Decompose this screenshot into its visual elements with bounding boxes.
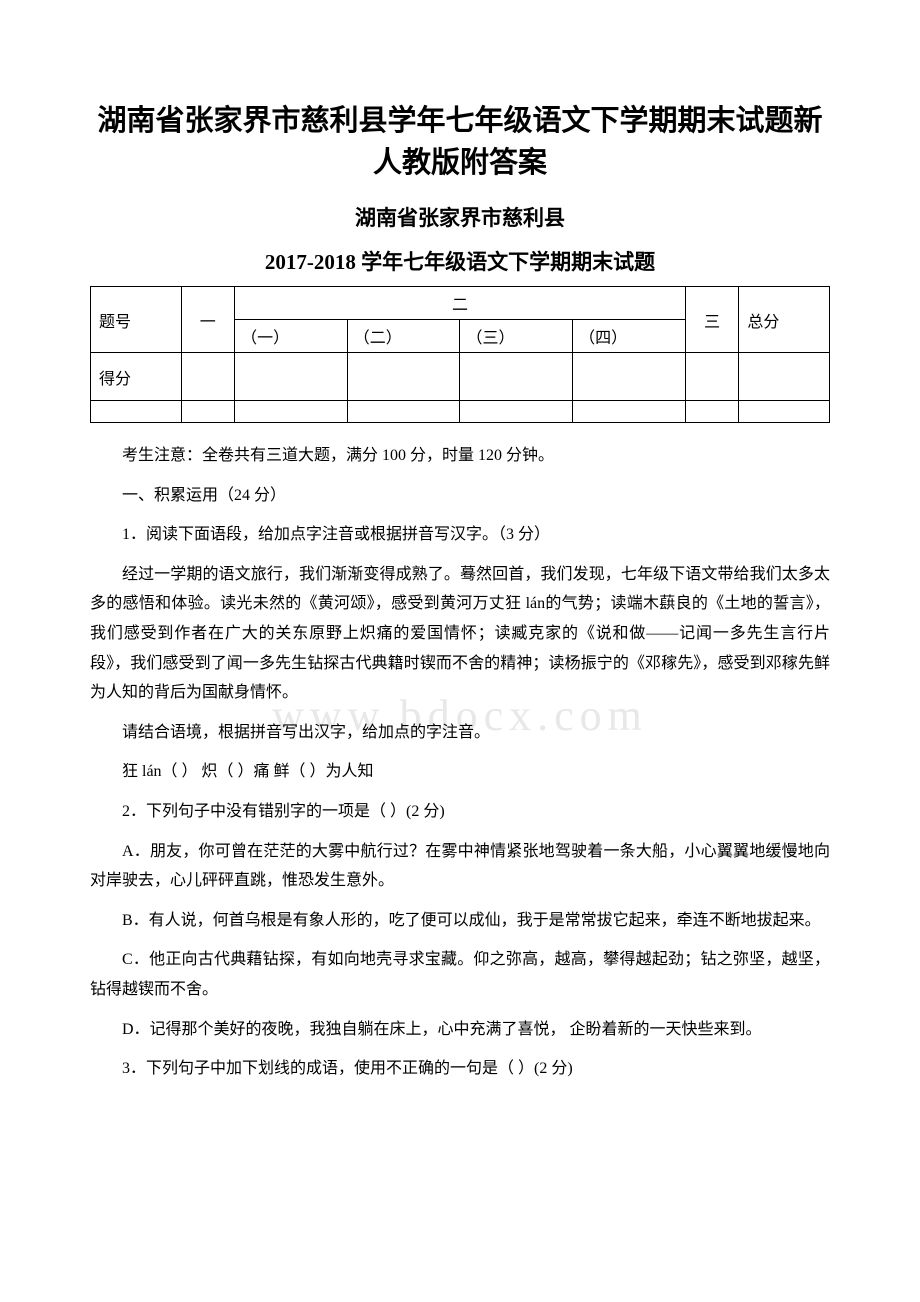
score-cell: [685, 353, 739, 401]
score-table: 题号 一 二 三 总分 （一） （二） （三） （四） 得分: [90, 286, 830, 423]
q2-header: 2．下列句子中没有错别字的一项是（ ）(2 分): [90, 797, 830, 827]
blank-cell: [235, 401, 348, 423]
q2-option-c: C．他正向古代典藉钻探，有如向地壳寻求宝藏。仰之弥高，越高，攀得越起劲；钻之弥坚…: [90, 945, 830, 1004]
blank-cell: [460, 401, 573, 423]
q2-option-a: A．朋友，你可曾在茫茫的大雾中航行过？在雾中神情紧张地驾驶着一条大船，小心翼翼地…: [90, 837, 830, 896]
q3-header: 3．下列句子中加下划线的成语，使用不正确的一句是（ ）(2 分): [90, 1054, 830, 1084]
q2-option-d: D．记得那个美好的夜晚，我独自躺在床上，心中充满了喜悦， 企盼着新的一天快些来到…: [90, 1015, 830, 1045]
score-cell: [347, 353, 460, 401]
blank-cell: [347, 401, 460, 423]
section1-header: 一、积累运用（24 分）: [90, 481, 830, 511]
col-three-cell: 三: [685, 287, 739, 353]
q1-header: 1．阅读下面语段，给加点字注音或根据拼音写汉字。（3 分）: [90, 520, 830, 550]
sub-four-cell: （四）: [573, 320, 686, 353]
score-cell: [181, 353, 235, 401]
score-cell: [573, 353, 686, 401]
col-one-cell: 一: [181, 287, 235, 353]
q2-option-b: B．有人说，何首乌根是有象人形的，吃了便可以成仙，我于是常常拔它起来，牵连不断地…: [90, 906, 830, 936]
q1-instruction: 请结合语境，根据拼音写出汉字，给加点的字注音。: [90, 718, 830, 748]
score-cell: [235, 353, 348, 401]
q1-blanks: 狂 lán（ ） 炽（ ）痛 鲜（ ）为人知: [90, 757, 830, 787]
exam-notice: 考生注意：全卷共有三道大题，满分 100 分，时量 120 分钟。: [90, 441, 830, 471]
document-content: 湖南省张家界市慈利县学年七年级语文下学期期末试题新人教版附答案 湖南省张家界市慈…: [90, 100, 830, 1084]
score-cell: [739, 353, 830, 401]
blank-cell: [685, 401, 739, 423]
document-subtitle-year: 2017-2018 学年七年级语文下学期期末试题: [90, 246, 830, 276]
col-two-cell: 二: [235, 287, 686, 320]
document-title: 湖南省张家界市慈利县学年七年级语文下学期期末试题新人教版附答案: [90, 100, 830, 184]
header-label-cell: 题号: [91, 287, 182, 353]
q1-passage: 经过一学期的语文旅行，我们渐渐变得成熟了。蓦然回首，我们发现，七年级下语文带给我…: [90, 560, 830, 708]
score-row-label: 得分: [91, 353, 182, 401]
col-total-cell: 总分: [739, 287, 830, 353]
score-cell: [460, 353, 573, 401]
sub-one-cell: （一）: [235, 320, 348, 353]
blank-cell: [91, 401, 182, 423]
document-subtitle-region: 湖南省张家界市慈利县: [90, 202, 830, 232]
blank-cell: [739, 401, 830, 423]
blank-cell: [181, 401, 235, 423]
sub-two-cell: （二）: [347, 320, 460, 353]
blank-cell: [573, 401, 686, 423]
sub-three-cell: （三）: [460, 320, 573, 353]
